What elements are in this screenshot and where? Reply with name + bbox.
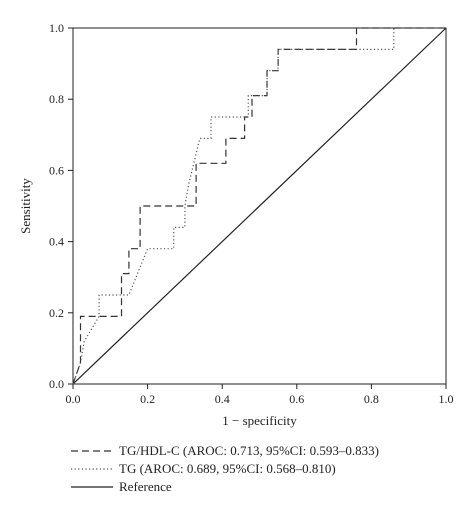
plot-frame xyxy=(72,27,447,385)
series-line-tg xyxy=(72,27,446,385)
x-axis-title: 1 − specificity xyxy=(222,413,297,428)
legend-label: TG/HDL-C (AROC: 0.713, 95%CI: 0.593–0.83… xyxy=(119,443,379,458)
y-tick-label: 0.0 xyxy=(49,377,64,391)
y-tick-label: 1.0 xyxy=(49,21,64,35)
legend: TG/HDL-C (AROC: 0.713, 95%CI: 0.593–0.83… xyxy=(71,443,379,494)
x-tick-label: 0.4 xyxy=(215,392,230,406)
series-layer xyxy=(72,27,447,385)
y-tick-label: 0.8 xyxy=(49,92,64,106)
legend-entry-reference: Reference xyxy=(71,479,172,494)
x-tick-label: 1.0 xyxy=(439,392,454,406)
legend-entry-tg-hdl-c: TG/HDL-C (AROC: 0.713, 95%CI: 0.593–0.83… xyxy=(71,443,379,458)
x-tick-label: 0.6 xyxy=(289,392,304,406)
x-tick-label: 0.2 xyxy=(140,392,155,406)
x-tick-label: 0.0 xyxy=(66,392,81,406)
y-tick-label: 0.2 xyxy=(49,306,64,320)
y-tick-label: 0.4 xyxy=(49,235,64,249)
y-axis-title: Sensitivity xyxy=(18,178,33,234)
x-tick-label: 0.8 xyxy=(364,392,379,406)
legend-label: TG (AROC: 0.689, 95%CI: 0.568–0.810) xyxy=(119,461,336,476)
y-tick-label: 0.6 xyxy=(49,163,64,177)
legend-entry-tg: TG (AROC: 0.689, 95%CI: 0.568–0.810) xyxy=(71,461,336,476)
legend-label: Reference xyxy=(119,479,172,494)
series-line-reference xyxy=(72,27,447,385)
ticks-layer: 0.0 0.2 0.4 0.6 0.8 1.0 0.0 0.2 0.4 0.6 0.8 1.0 xyxy=(49,21,454,406)
series-line-tg-hdl-c xyxy=(72,27,446,385)
